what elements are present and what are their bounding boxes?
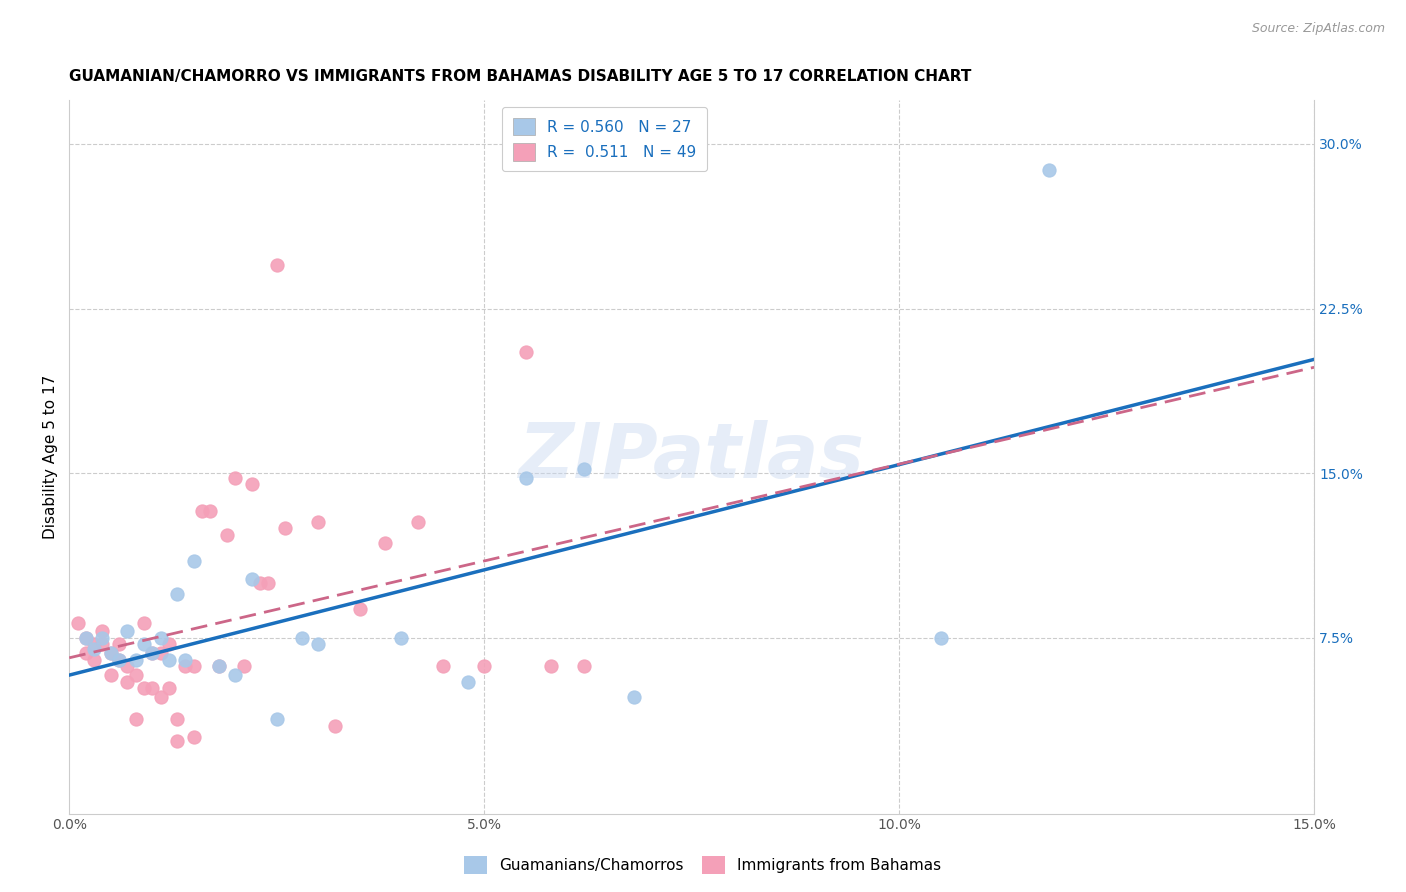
Point [432, 659, 454, 673]
Point [117, 624, 139, 639]
Point [132, 681, 155, 696]
Point [515, 470, 537, 484]
Point [141, 646, 163, 660]
Point [108, 638, 131, 652]
Point [157, 653, 180, 667]
Text: ZIPatlas: ZIPatlas [519, 420, 865, 494]
Point [166, 712, 188, 726]
Point [157, 638, 180, 652]
Point [183, 554, 205, 568]
Point [540, 659, 562, 673]
Point [166, 734, 188, 748]
Point [157, 681, 180, 696]
Point [1038, 163, 1060, 178]
Point [100, 646, 122, 660]
Point [623, 690, 645, 705]
Point [291, 631, 314, 645]
Point [117, 674, 139, 689]
Point [307, 515, 329, 529]
Point [307, 638, 329, 652]
Point [572, 462, 595, 476]
Y-axis label: Disability Age 5 to 17: Disability Age 5 to 17 [44, 375, 58, 539]
Point [224, 470, 246, 484]
Text: Source: ZipAtlas.com: Source: ZipAtlas.com [1251, 22, 1385, 36]
Point [91, 631, 114, 645]
Point [124, 712, 146, 726]
Point [240, 477, 263, 491]
Point [100, 668, 122, 682]
Point [174, 653, 197, 667]
Point [207, 659, 229, 673]
Point [149, 646, 172, 660]
Point [266, 258, 288, 272]
Point [132, 638, 155, 652]
Point [149, 690, 172, 705]
Point [457, 674, 479, 689]
Point [224, 668, 246, 682]
Point [124, 653, 146, 667]
Point [200, 503, 222, 517]
Point [207, 659, 229, 673]
Point [191, 503, 214, 517]
Point [75, 631, 97, 645]
Point [91, 638, 114, 652]
Point [83, 641, 105, 656]
Point [232, 659, 254, 673]
Point [249, 576, 271, 591]
Point [240, 572, 263, 586]
Point [108, 653, 131, 667]
Point [83, 638, 105, 652]
Point [472, 659, 495, 673]
Point [389, 631, 412, 645]
Point [108, 653, 131, 667]
Point [83, 653, 105, 667]
Point [75, 631, 97, 645]
Point [141, 646, 163, 660]
Point [929, 631, 952, 645]
Legend: R = 0.560   N = 27, R =  0.511   N = 49: R = 0.560 N = 27, R = 0.511 N = 49 [502, 107, 707, 171]
Point [75, 646, 97, 660]
Point [183, 659, 205, 673]
Point [215, 527, 238, 541]
Point [66, 615, 89, 630]
Point [124, 668, 146, 682]
Point [266, 712, 288, 726]
Text: GUAMANIAN/CHAMORRO VS IMMIGRANTS FROM BAHAMAS DISABILITY AGE 5 TO 17 CORRELATION: GUAMANIAN/CHAMORRO VS IMMIGRANTS FROM BA… [69, 69, 972, 84]
Point [374, 536, 396, 550]
Point [257, 576, 280, 591]
Point [141, 681, 163, 696]
Point [274, 521, 297, 535]
Point [406, 515, 429, 529]
Point [349, 602, 371, 616]
Legend: Guamanians/Chamorros, Immigrants from Bahamas: Guamanians/Chamorros, Immigrants from Ba… [458, 850, 948, 880]
Point [117, 659, 139, 673]
Point [91, 624, 114, 639]
Point [572, 659, 595, 673]
Point [183, 730, 205, 744]
Point [515, 345, 537, 359]
Point [100, 646, 122, 660]
Point [323, 719, 346, 733]
Point [132, 615, 155, 630]
Point [166, 587, 188, 601]
Point [149, 631, 172, 645]
Point [174, 659, 197, 673]
